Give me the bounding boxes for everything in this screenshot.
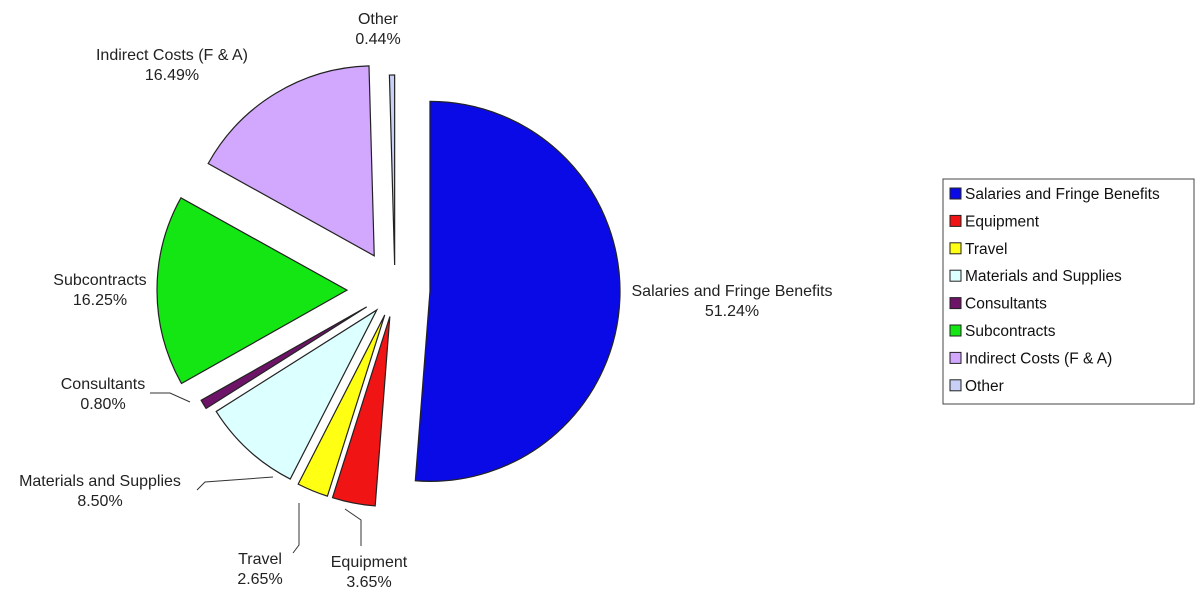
slice-label-materials-and-supplies: Materials and Supplies 8.50% (19, 473, 181, 510)
legend-swatch-materials-and-supplies (949, 269, 962, 282)
legend-swatch-travel (949, 242, 962, 255)
slice-label-other: Other 0.44% (355, 11, 400, 48)
slice-label-name: Subcontracts (53, 272, 146, 289)
pie-slice-materials-and-supplies (215, 308, 379, 480)
slice-label-value: 16.25% (73, 292, 127, 309)
legend-label-travel: Travel (965, 241, 1008, 258)
pie-slice-other (388, 74, 396, 266)
legend-swatch-salaries-and-fringe-benefits (949, 187, 962, 200)
slice-label-name: Other (358, 11, 399, 28)
pie-slices (156, 65, 621, 507)
legend-swatch-consultants (949, 297, 962, 310)
slice-label-value: 8.50% (77, 493, 122, 510)
pie-slice-equipment (331, 316, 391, 507)
legend-swatch-other (949, 379, 962, 392)
slice-label-name: Consultants (61, 376, 146, 393)
leader-lines (150, 392, 362, 554)
pie-slice-indirect-costs-f-a (207, 65, 375, 257)
leader-line-consultants (150, 392, 191, 403)
legend-label-equipment: Equipment (965, 213, 1040, 230)
legend-label-indirect-costs-f-a: Indirect Costs (F & A) (965, 350, 1112, 367)
pie-slice-subcontracts (156, 197, 349, 385)
pie-slice-consultants (200, 306, 367, 410)
slice-label-value: 51.24% (705, 303, 759, 320)
legend-swatch-indirect-costs-f-a (949, 351, 962, 364)
slice-label-value: 0.44% (355, 31, 400, 48)
legend-label-subcontracts: Subcontracts (965, 323, 1056, 340)
slice-label-name: Indirect Costs (F & A) (96, 47, 248, 64)
legend-label-other: Other (965, 378, 1004, 395)
legend-items: Salaries and Fringe Benefits Equipment Tra… (949, 186, 1160, 395)
slice-label-indirect-costs-f-a: Indirect Costs (F & A) 16.49% (96, 47, 248, 84)
slice-label-name: Equipment (331, 554, 408, 571)
leader-line-materials-and-supplies (196, 476, 274, 491)
legend-label-materials-and-supplies: Materials and Supplies (965, 268, 1122, 285)
legend-swatch-subcontracts (949, 324, 962, 337)
legend-swatch-equipment (949, 214, 962, 227)
slice-label-name: Salaries and Fringe Benefits (632, 283, 833, 300)
legend-label-salaries-and-fringe-benefits: Salaries and Fringe Benefits (965, 186, 1160, 203)
leader-line-equipment (344, 508, 362, 546)
slice-label-equipment: Equipment 3.65% (331, 554, 408, 591)
slice-label-value: 16.49% (145, 67, 199, 84)
slice-label-value: 2.65% (237, 571, 282, 588)
slice-label-travel: Travel 2.65% (237, 551, 282, 588)
legend: Salaries and Fringe Benefits Equipment Tra… (942, 178, 1195, 405)
slice-label-value: 3.65% (346, 574, 391, 591)
slice-label-name: Materials and Supplies (19, 473, 181, 490)
slice-label-name: Travel (238, 551, 282, 568)
slice-label-consultants: Consultants 0.80% (61, 376, 146, 413)
pie-slice-salaries-and-fringe-benefits (414, 100, 621, 482)
pie-slice-travel (297, 314, 386, 497)
slice-label-salaries-and-fringe-benefits: Salaries and Fringe Benefits 51.24% (632, 283, 833, 320)
legend-label-consultants: Consultants (965, 296, 1047, 313)
slice-labels: Salaries and Fringe Benefits 51.24% Equipm… (19, 11, 832, 591)
slice-label-subcontracts: Subcontracts 16.25% (53, 272, 146, 309)
legend-box (942, 178, 1195, 405)
slice-label-value: 0.80% (80, 396, 125, 413)
leader-line-travel (292, 503, 300, 554)
